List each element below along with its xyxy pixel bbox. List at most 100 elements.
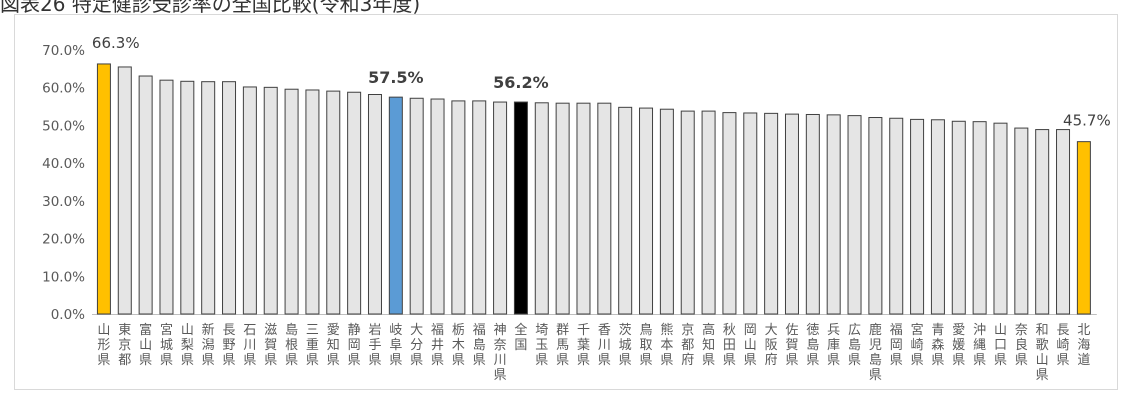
bar <box>347 91 362 315</box>
x-tick-label: 三重県 <box>306 323 319 368</box>
x-tick-label: 香川県 <box>598 323 611 368</box>
y-tick-label: 60.0% <box>42 81 85 97</box>
x-tick-label: 岐阜県 <box>389 323 402 368</box>
y-tick-label: 0.0% <box>51 307 85 323</box>
x-tick-label: 高知県 <box>702 322 715 368</box>
x-tick-label: 岡山県 <box>744 323 757 368</box>
x-tick-label: 福岡県 <box>890 323 903 368</box>
bar <box>284 88 299 315</box>
chart-title-strip: 図表26 特定健診受診率の全国比較(令和3年度) <box>0 0 1121 14</box>
bar <box>972 121 987 315</box>
chart-frame <box>14 14 1118 390</box>
bar <box>868 117 883 315</box>
x-tick-label: 宮城県 <box>160 322 173 368</box>
x-tick-label: 京都府 <box>681 323 694 368</box>
bar <box>764 112 779 315</box>
x-tick-label: 青森県 <box>931 323 944 368</box>
x-tick-label: 兵庫県 <box>827 323 840 368</box>
bar <box>96 63 111 315</box>
x-tick-label: 埼玉県 <box>535 323 548 368</box>
bar <box>826 114 841 315</box>
bar <box>659 108 674 315</box>
bar <box>305 89 320 315</box>
bar <box>180 80 195 315</box>
bar <box>951 120 966 315</box>
x-tick-label: 奈良県 <box>1015 323 1028 368</box>
bar <box>930 119 945 315</box>
bar <box>388 96 403 315</box>
bar <box>367 94 382 315</box>
data-label: 45.7% <box>1063 112 1111 130</box>
data-label: 57.5% <box>368 68 424 87</box>
x-tick-label: 東京都 <box>118 322 131 368</box>
bar <box>242 86 257 315</box>
x-tick-label: 全国 <box>514 322 527 353</box>
data-label: 56.2% <box>493 73 549 92</box>
x-tick-label: 沖縄県 <box>973 323 986 368</box>
bar <box>451 100 466 315</box>
x-tick-label: 静岡県 <box>348 323 361 368</box>
x-tick-label: 福井県 <box>431 323 444 368</box>
bar <box>222 81 237 315</box>
x-tick-label: 佐賀県 <box>785 323 798 368</box>
x-tick-label: 千葉県 <box>577 323 590 368</box>
x-tick-label: 滋賀県 <box>264 323 277 368</box>
y-tick-label: 20.0% <box>42 232 85 248</box>
x-tick-label: 茨城県 <box>619 323 632 368</box>
bar <box>409 97 424 315</box>
x-tick-label: 福島県 <box>473 323 486 368</box>
y-tick-label: 30.0% <box>42 194 85 210</box>
bar <box>805 113 820 315</box>
data-label: 66.3% <box>92 34 140 52</box>
bar <box>993 122 1008 315</box>
bar <box>784 113 799 315</box>
bar <box>847 115 862 315</box>
x-tick-label: 島根県 <box>285 323 298 368</box>
x-tick-label: 長崎県 <box>1057 323 1070 368</box>
bar <box>680 110 695 315</box>
bar <box>1014 127 1029 315</box>
y-tick-label: 70.0% <box>42 43 85 59</box>
x-tick-label: 和歌山県 <box>1036 323 1049 383</box>
bar <box>138 75 153 315</box>
y-tick-label: 50.0% <box>42 118 85 134</box>
bar <box>701 110 716 315</box>
bar <box>1035 129 1050 315</box>
bar <box>910 118 925 315</box>
y-tick-label: 40.0% <box>42 156 85 172</box>
x-tick-label: 石川県 <box>243 323 256 368</box>
x-tick-label: 広島県 <box>848 323 861 368</box>
y-tick-label: 10.0% <box>42 269 85 285</box>
x-tick-label: 宮崎県 <box>911 322 924 368</box>
x-tick-label: 熊本県 <box>660 322 673 368</box>
x-tick-label: 徳島県 <box>806 323 819 368</box>
x-tick-label: 栃木県 <box>452 323 465 368</box>
bar <box>430 98 445 315</box>
x-tick-label: 富山県 <box>139 322 152 368</box>
bar <box>576 102 591 315</box>
x-tick-label: 新潟県 <box>202 322 215 368</box>
bar <box>618 106 633 315</box>
bar <box>555 102 570 315</box>
bar <box>201 81 216 315</box>
bar <box>639 107 654 315</box>
bar <box>1076 141 1091 315</box>
bar <box>472 100 487 315</box>
x-tick-label: 長野県 <box>223 323 236 368</box>
bar <box>1056 129 1071 315</box>
x-tick-label: 大阪府 <box>765 323 778 368</box>
x-tick-label: 愛知県 <box>327 323 340 368</box>
x-tick-label: 山口県 <box>994 323 1007 368</box>
x-tick-label: 鳥取県 <box>640 323 653 368</box>
bar <box>159 79 174 315</box>
bar <box>597 102 612 315</box>
bar <box>513 101 528 315</box>
x-tick-label: 山形県 <box>97 323 110 368</box>
bar <box>493 101 508 315</box>
x-tick-label: 愛媛県 <box>952 323 965 368</box>
x-tick-label: 神奈川県 <box>494 323 507 383</box>
x-tick-label: 北海道 <box>1077 323 1090 368</box>
x-tick-label: 秋田県 <box>723 323 736 368</box>
bar <box>117 66 132 315</box>
x-tick-label: 山梨県 <box>181 323 194 368</box>
